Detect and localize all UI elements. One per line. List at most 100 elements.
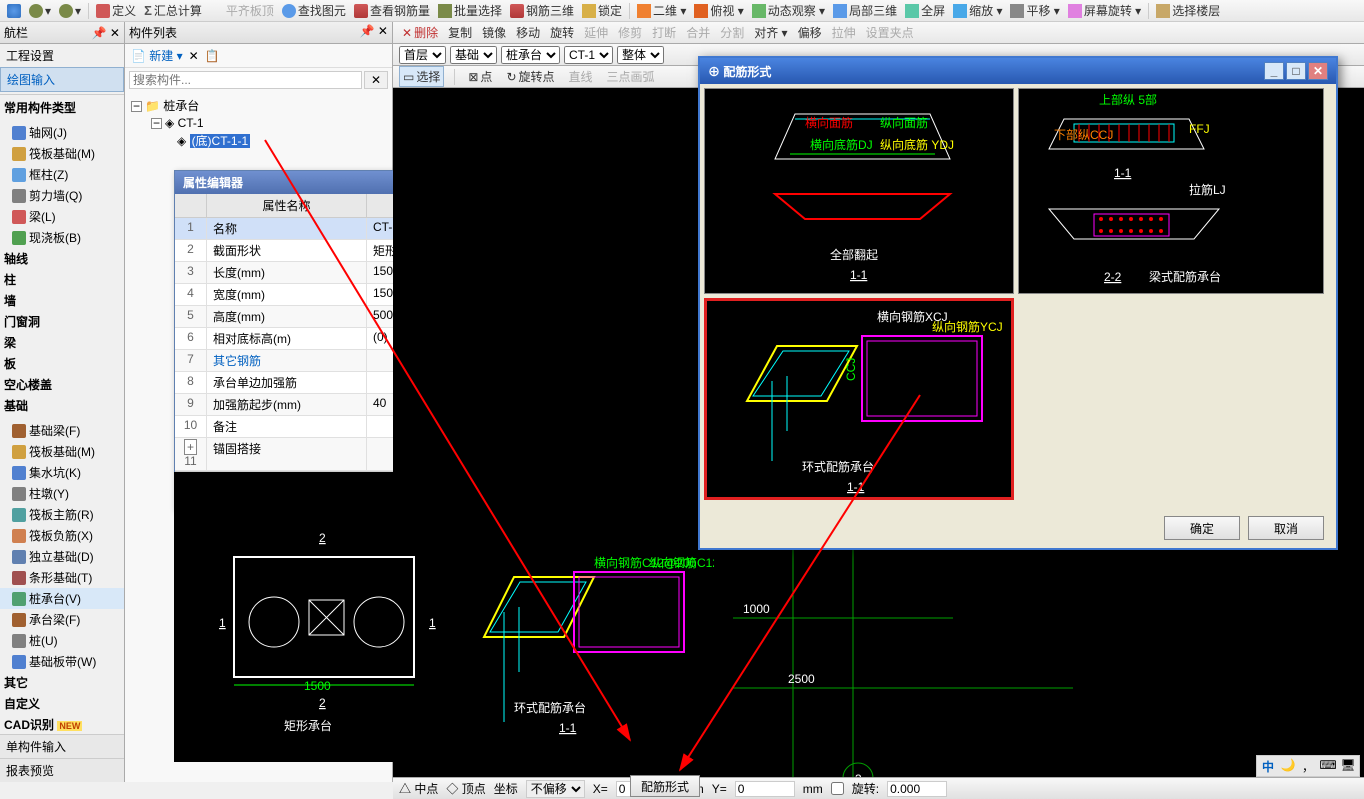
form-option-3-selected[interactable]: 横向钢筋XCJ 纵向钢筋YCJ CCJ 环式配筋承台 1-1 bbox=[704, 298, 1014, 500]
item-fbeam[interactable]: 基础梁(F) bbox=[0, 420, 124, 441]
form-option-2[interactable]: 上部纵 5部 下部纵CCJ FFJ 1-1 拉筋LJ 2-2 梁式配筋承台 bbox=[1018, 88, 1324, 294]
snap-vertex[interactable]: ◇ 顶点 bbox=[446, 780, 485, 797]
cat-col[interactable]: 柱 bbox=[0, 269, 124, 290]
config-rebar-btn[interactable]: 配筋形式 bbox=[630, 775, 700, 797]
split-btn[interactable]: 分割 bbox=[717, 23, 747, 42]
align-btn[interactable]: 对齐 ▾ bbox=[751, 23, 790, 42]
collapse-icon[interactable]: − bbox=[151, 118, 162, 129]
rotpoint-tool[interactable]: ↻ 旋转点 bbox=[503, 67, 557, 86]
orbit-btn[interactable]: 动态观察 ▾ bbox=[749, 1, 828, 20]
copy-btn[interactable]: 复制 bbox=[445, 23, 475, 42]
cancel-button[interactable]: 取消 bbox=[1248, 516, 1324, 540]
section-project-setup[interactable]: 工程设置 bbox=[0, 44, 124, 67]
dialog-titlebar[interactable]: ⊕ 配筋形式 _ □ ✕ bbox=[700, 58, 1336, 84]
cat-foundation[interactable]: 基础 bbox=[0, 395, 124, 416]
tree-root[interactable]: −📁 桩承台 bbox=[131, 96, 386, 115]
item-wall[interactable]: 剪力墙(Q) bbox=[0, 185, 124, 206]
rot-check[interactable] bbox=[831, 782, 844, 795]
y-input[interactable] bbox=[735, 781, 795, 797]
line-tool[interactable]: 直线 bbox=[566, 67, 596, 86]
floor-select[interactable]: 首层 bbox=[399, 46, 446, 64]
ok-button[interactable]: 确定 bbox=[1164, 516, 1240, 540]
item-pilecap[interactable]: 桩承台(V) bbox=[0, 588, 124, 609]
item-sump[interactable]: 集水坑(K) bbox=[0, 462, 124, 483]
point-tool[interactable]: ⊠ 点 bbox=[465, 67, 495, 86]
zoom-btn[interactable]: 缩放 ▾ bbox=[950, 1, 1005, 20]
cat-hollow[interactable]: 空心楼盖 bbox=[0, 374, 124, 395]
item-fstrip[interactable]: 基础板带(W) bbox=[0, 651, 124, 672]
local3d-btn[interactable]: 局部三维 bbox=[830, 1, 900, 20]
screenrot-btn[interactable]: 屏幕旋转 ▾ bbox=[1065, 1, 1144, 20]
fullscreen-btn[interactable]: 全屏 bbox=[902, 1, 948, 20]
extend-btn[interactable]: 延伸 bbox=[581, 23, 611, 42]
save-btn[interactable] bbox=[4, 3, 24, 19]
cat-slab[interactable]: 板 bbox=[0, 353, 124, 374]
min-btn[interactable]: _ bbox=[1264, 62, 1284, 80]
section-single[interactable]: 单构件输入 bbox=[0, 734, 124, 758]
sum-btn[interactable]: Σ汇总计算 bbox=[141, 1, 205, 20]
item-pier[interactable]: 柱墩(Y) bbox=[0, 483, 124, 504]
del-icon[interactable]: ✕ bbox=[189, 49, 199, 63]
cat-other[interactable]: 其它 bbox=[0, 672, 124, 693]
merge-btn[interactable]: 合并 bbox=[683, 23, 713, 42]
close-btn[interactable]: ✕ bbox=[1308, 62, 1328, 80]
cat-cad[interactable]: CAD识别 NEW bbox=[0, 714, 124, 735]
item-pile[interactable]: 桩(U) bbox=[0, 630, 124, 651]
flat-btn[interactable]: 平齐板顶 bbox=[207, 1, 277, 20]
snap-coord[interactable]: 坐标 bbox=[494, 780, 518, 797]
item-raft[interactable]: 筏板基础(M) bbox=[0, 143, 124, 164]
mode-pc-icon[interactable]: 🖥 bbox=[1339, 758, 1357, 774]
delete-btn[interactable]: ✕ 删除 bbox=[399, 23, 441, 42]
rotate-btn[interactable]: 旋转 bbox=[547, 23, 577, 42]
pin-icon[interactable]: 📌 ✕ bbox=[92, 26, 120, 40]
item-slab[interactable]: 现浇板(B) bbox=[0, 227, 124, 248]
topview-btn[interactable]: 俯视 ▾ bbox=[691, 1, 746, 20]
section-report[interactable]: 报表预览 bbox=[0, 758, 124, 782]
2d-btn[interactable]: 二维 ▾ bbox=[634, 1, 689, 20]
section-draw-input[interactable]: 绘图输入 bbox=[0, 67, 124, 92]
tree-child[interactable]: −◈ CT-1 bbox=[131, 115, 386, 131]
search-input[interactable] bbox=[129, 71, 362, 89]
stretch-btn[interactable]: 拉伸 bbox=[829, 23, 859, 42]
max-btn[interactable]: □ bbox=[1286, 62, 1306, 80]
move-btn[interactable]: 移动 bbox=[513, 23, 543, 42]
tree-leaf-selected[interactable]: ◈ (底)CT-1-1 bbox=[131, 131, 386, 150]
undo-btn[interactable]: ▾ bbox=[26, 3, 54, 19]
item-col[interactable]: 框柱(Z) bbox=[0, 164, 124, 185]
snap-mid[interactable]: △ 中点 bbox=[399, 780, 438, 797]
item-axis[interactable]: 轴网(J) bbox=[0, 122, 124, 143]
search-clear[interactable]: ✕ bbox=[364, 71, 388, 89]
item-raftneg[interactable]: 筏板负筋(X) bbox=[0, 525, 124, 546]
item-strip[interactable]: 条形基础(T) bbox=[0, 567, 124, 588]
view-rebar-btn[interactable]: 查看钢筋量 bbox=[351, 1, 433, 20]
item-isofoot[interactable]: 独立基础(D) bbox=[0, 546, 124, 567]
break-btn[interactable]: 打断 bbox=[649, 23, 679, 42]
mode-cn[interactable]: 中 bbox=[1259, 758, 1277, 774]
cat-beam[interactable]: 梁 bbox=[0, 332, 124, 353]
pan-btn[interactable]: 平移 ▾ bbox=[1007, 1, 1062, 20]
define-btn[interactable]: 定义 bbox=[93, 1, 139, 20]
collapse-icon[interactable]: − bbox=[131, 101, 142, 112]
trim-btn[interactable]: 修剪 bbox=[615, 23, 645, 42]
mode-comma-icon[interactable]: ， bbox=[1299, 758, 1317, 774]
arc-tool[interactable]: 三点画弧 bbox=[604, 67, 658, 86]
copy-icon[interactable]: 📋 bbox=[205, 49, 220, 63]
select-tool[interactable]: ▭ 选择 bbox=[399, 66, 444, 87]
item-raftmain[interactable]: 筏板主筋(R) bbox=[0, 504, 124, 525]
type-select[interactable]: 基础 bbox=[450, 46, 497, 64]
form-option-1[interactable]: 横向面筋 纵向面筋 横向底筋DJ 纵向底筋 YDJ 全部翻起 1-1 bbox=[704, 88, 1014, 294]
offset-btn[interactable]: 偏移 bbox=[795, 23, 825, 42]
find-btn[interactable]: 查找图元 bbox=[279, 1, 349, 20]
tree-close[interactable]: 📌 ✕ bbox=[360, 24, 388, 41]
member-select[interactable]: 桩承台 bbox=[501, 46, 560, 64]
instance-select[interactable]: CT-1 bbox=[564, 46, 613, 64]
mode-moon-icon[interactable]: 🌙 bbox=[1279, 758, 1297, 774]
cat-custom[interactable]: 自定义 bbox=[0, 693, 124, 714]
mode-kb-icon[interactable]: ⌨ bbox=[1319, 758, 1337, 774]
batch-sel-btn[interactable]: 批量选择 bbox=[435, 1, 505, 20]
cat-opening[interactable]: 门窗洞 bbox=[0, 311, 124, 332]
scope-select[interactable]: 整体 bbox=[617, 46, 664, 64]
lock-btn[interactable]: 锁定 bbox=[579, 1, 625, 20]
item-beam[interactable]: 梁(L) bbox=[0, 206, 124, 227]
mirror-btn[interactable]: 镜像 bbox=[479, 23, 509, 42]
